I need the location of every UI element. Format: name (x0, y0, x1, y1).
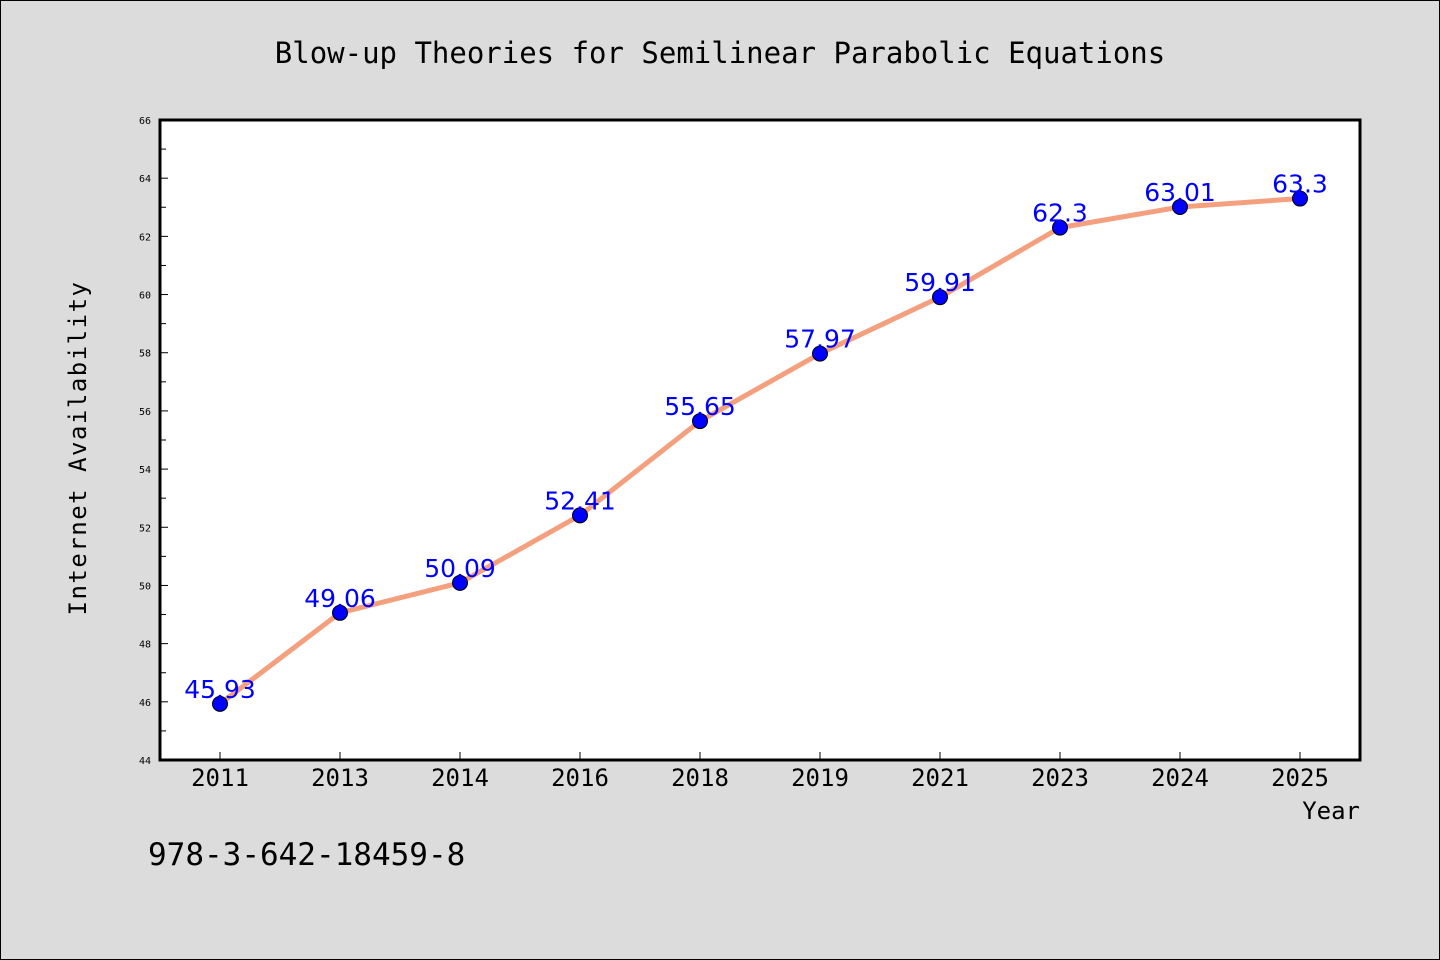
plot-frame (158, 118, 1362, 762)
data-label: 55.65 (664, 392, 736, 421)
y-tick-label: 56 (139, 407, 151, 418)
data-label: 57.97 (784, 325, 856, 354)
y-axis-label: Internet Availability (64, 281, 92, 616)
x-tick-label: 2014 (431, 764, 489, 792)
x-tick-label: 2025 (1271, 764, 1329, 792)
data-label: 59.91 (904, 268, 976, 297)
data-point (1172, 198, 1188, 215)
data-label: 52.41 (544, 486, 616, 515)
y-tick-label: 44 (139, 756, 151, 767)
data-label: 63.3 (1272, 170, 1328, 199)
x-tick-label: 2019 (791, 764, 849, 792)
x-axis: 2011 2013 2014 2016 2018 2019 2021 2023 2024 2025 (191, 752, 1329, 792)
plot-area (160, 120, 1360, 760)
y-tick-label: 54 (139, 465, 151, 476)
series-layer: 45.93 49.06 50.09 52.41 55.65 57.97 59.91 62.3 6… (184, 170, 1328, 712)
x-tick-label: 2013 (311, 764, 369, 792)
y-tick-label: 60 (139, 291, 151, 302)
data-label: 63.01 (1144, 178, 1216, 207)
x-tick-label: 2024 (1151, 764, 1209, 792)
data-label: 45.93 (184, 675, 256, 704)
data-label: 49.06 (304, 584, 376, 613)
y-tick-label: 66 (139, 116, 151, 127)
x-tick-label: 2018 (671, 764, 729, 792)
y-tick-label: 50 (139, 581, 151, 592)
y-tick-label: 52 (139, 523, 151, 534)
chart-title: Blow-up Theories for Semilinear Paraboli… (275, 36, 1165, 70)
y-axis: 44 46 48 50 52 54 56 58 60 62 64 66 (139, 116, 168, 767)
data-point (332, 604, 348, 621)
data-label: 62.3 (1032, 199, 1088, 228)
y-tick-label: 62 (139, 232, 151, 243)
y-tick-label: 58 (139, 349, 151, 360)
data-point (572, 507, 588, 524)
data-point (692, 413, 708, 430)
x-tick-label: 2023 (1031, 764, 1089, 792)
data-point (1052, 219, 1068, 236)
data-point (1292, 190, 1308, 207)
series-line (217, 196, 1303, 707)
x-tick-label: 2021 (911, 764, 969, 792)
data-point (932, 289, 948, 306)
y-tick-label: 64 (139, 174, 151, 185)
y-tick-label: 46 (139, 698, 151, 709)
data-point (452, 574, 468, 591)
x-axis-label: Year (1302, 797, 1360, 825)
x-tick-label: 2016 (551, 764, 609, 792)
data-point (212, 695, 228, 712)
y-tick-label: 48 (139, 640, 151, 651)
x-tick-label: 2011 (191, 764, 249, 792)
isbn-annotation: 978-3-642-18459-8 (148, 837, 465, 873)
data-point (812, 345, 828, 362)
data-label: 50.09 (424, 554, 496, 583)
